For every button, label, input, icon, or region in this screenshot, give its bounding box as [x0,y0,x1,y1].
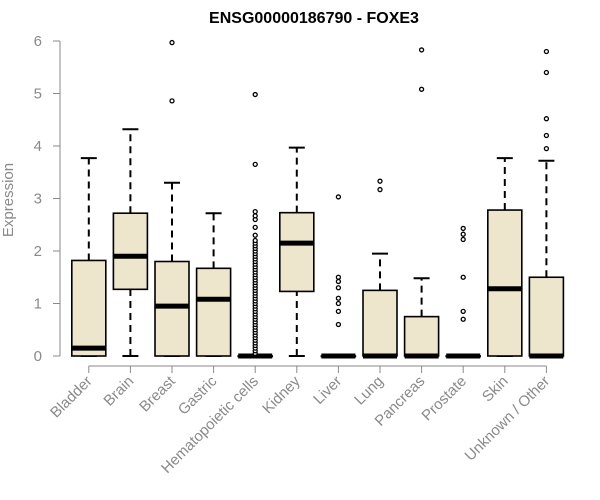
outlier-point [335,308,342,315]
box [195,267,232,357]
box-group [71,157,107,357]
outlier-point [252,232,258,238]
x-tick-label: Bladder [47,373,96,422]
outlier-point [252,213,258,219]
plot-area [71,39,565,359]
outlier-point [460,316,466,322]
outlier-point [335,194,342,200]
x-tick-label: Kidney [259,372,304,417]
outlier-point [335,285,342,291]
box [278,211,315,293]
box [71,259,107,357]
y-tick-label: 1 [34,296,42,313]
box-group [195,212,232,357]
outlier-point [252,161,258,168]
x-tick-label: Skin [479,373,512,406]
outlier-point [543,132,550,139]
box-group [237,91,273,359]
outlier-point [460,236,466,243]
outlier-point [252,91,258,98]
y-tick-label: 0 [34,348,42,365]
box [112,212,149,291]
outlier-point [335,321,342,328]
outlier-point [335,300,342,307]
outlier-point [460,231,466,237]
outlier-point [335,274,342,280]
outlier-point [252,224,258,231]
outlier-point [418,86,425,92]
box-group [112,128,149,357]
x-tick-label: Prostate [418,373,470,425]
outlier-point [543,116,550,122]
box-group [320,194,357,359]
outlier-point [252,237,258,244]
y-tick-label: 3 [34,191,42,208]
box-group [362,178,398,359]
y-tick-label: 2 [34,243,42,260]
x-tick-label: Lung [351,373,387,409]
outlier-point [169,98,175,104]
box-group [528,48,565,359]
box [486,209,523,357]
outlier-point [460,225,466,232]
box-group [403,47,440,359]
x-tick-label: Liver [310,373,345,408]
outlier-point [543,48,550,55]
box [154,260,190,357]
box [528,276,565,357]
outlier-point [252,208,258,215]
outlier-point [418,47,425,53]
x-tick-label: Brain [100,373,137,410]
x-tick-label: Breast [136,372,179,415]
chart-title: ENSG00000186790 - FOXE3 [209,10,419,27]
y-tick-label: 5 [34,86,42,103]
y-axis-label: Expression [0,163,17,237]
outlier-point [377,178,383,184]
outlier-point [335,278,342,285]
box-group [445,225,482,359]
box-group [486,157,523,357]
y-axis: 0 1 2 3 4 5 6 [34,33,61,365]
box-group [154,39,190,357]
box-group [278,146,315,357]
y-tick-label: 6 [34,33,42,50]
box [403,315,440,357]
outlier-point [460,274,466,280]
y-tick-label: 4 [34,138,42,155]
outlier-point [169,39,175,46]
outlier-point [460,308,466,315]
outlier-point [335,295,342,301]
outlier-point [543,145,550,152]
outlier-point [543,69,550,76]
box [362,289,398,357]
outlier-point [377,186,383,193]
